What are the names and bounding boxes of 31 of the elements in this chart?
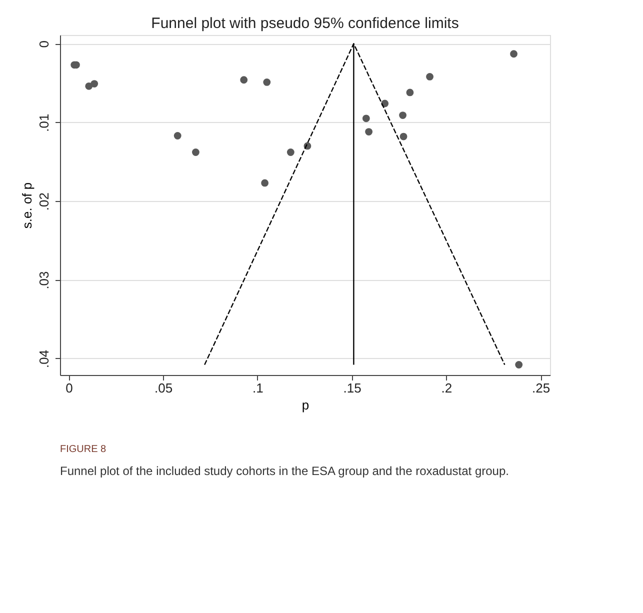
y-tick-label: .04: [36, 350, 52, 368]
y-tick-label: .01: [36, 114, 52, 132]
text: Funnel plot of the included study cohorts in the ESA group and the roxadustat group.: [60, 464, 509, 478]
point: [174, 132, 182, 140]
point: [90, 80, 98, 88]
x-axis-title: p: [302, 398, 310, 412]
point: [261, 179, 269, 187]
point: [263, 78, 271, 86]
y-tick-label: .03: [36, 271, 52, 290]
point: [240, 76, 248, 84]
x-tick-label: 0: [66, 380, 73, 396]
x-tick-label: .15: [343, 380, 362, 396]
chart-title: Funnel plot with pseudo 95% confidence limits: [151, 15, 459, 32]
point: [365, 128, 373, 136]
point: [192, 148, 200, 156]
caption: FIGURE 8: [60, 444, 107, 455]
y-tick-label: 0: [36, 40, 52, 48]
x-tick-label: .25: [532, 380, 550, 396]
y-axis-title: s.e. of p: [20, 182, 34, 229]
point: [515, 361, 523, 368]
point: [400, 132, 408, 140]
x-tick-label: .05: [154, 380, 173, 396]
x-tick-label: .2: [441, 380, 452, 396]
point: [510, 50, 518, 58]
point: [286, 148, 294, 156]
point: [399, 112, 406, 119]
point: [406, 88, 414, 96]
y-tick-label: .02: [36, 192, 52, 211]
point: [426, 73, 434, 80]
point: [362, 114, 370, 122]
x-tick-label: .1: [252, 380, 264, 396]
